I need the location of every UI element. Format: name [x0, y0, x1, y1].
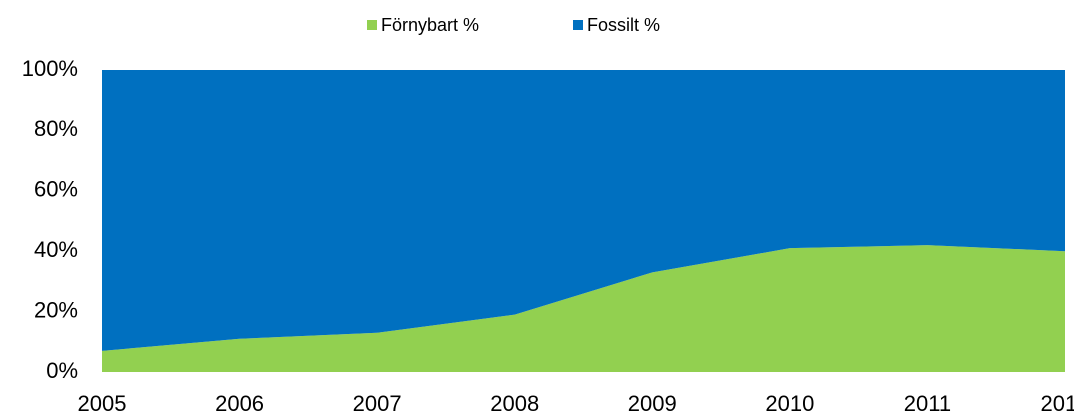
legend-swatch — [573, 20, 583, 30]
x-tick-label: 2012 — [1041, 391, 1074, 416]
y-tick-label: 80% — [34, 116, 78, 141]
y-tick-label: 60% — [34, 177, 78, 202]
legend-label: Förnybart % — [381, 15, 479, 35]
y-tick-label: 20% — [34, 297, 78, 322]
area — [102, 245, 1065, 372]
x-tick-label: 2009 — [628, 391, 677, 416]
x-tick-label: 2011 — [904, 391, 951, 416]
area — [102, 70, 1065, 351]
legend-label: Fossilt % — [587, 15, 660, 35]
y-tick-label: 0% — [46, 358, 78, 383]
x-tick-label: 2006 — [215, 391, 264, 416]
x-tick-label: 2010 — [765, 391, 814, 416]
x-tick-label: 2007 — [353, 391, 402, 416]
y-tick-label: 40% — [34, 237, 78, 262]
y-tick-label: 100% — [22, 56, 78, 81]
legend-swatch — [367, 20, 377, 30]
x-tick-label: 2005 — [78, 391, 127, 416]
x-tick-label: 2008 — [490, 391, 539, 416]
